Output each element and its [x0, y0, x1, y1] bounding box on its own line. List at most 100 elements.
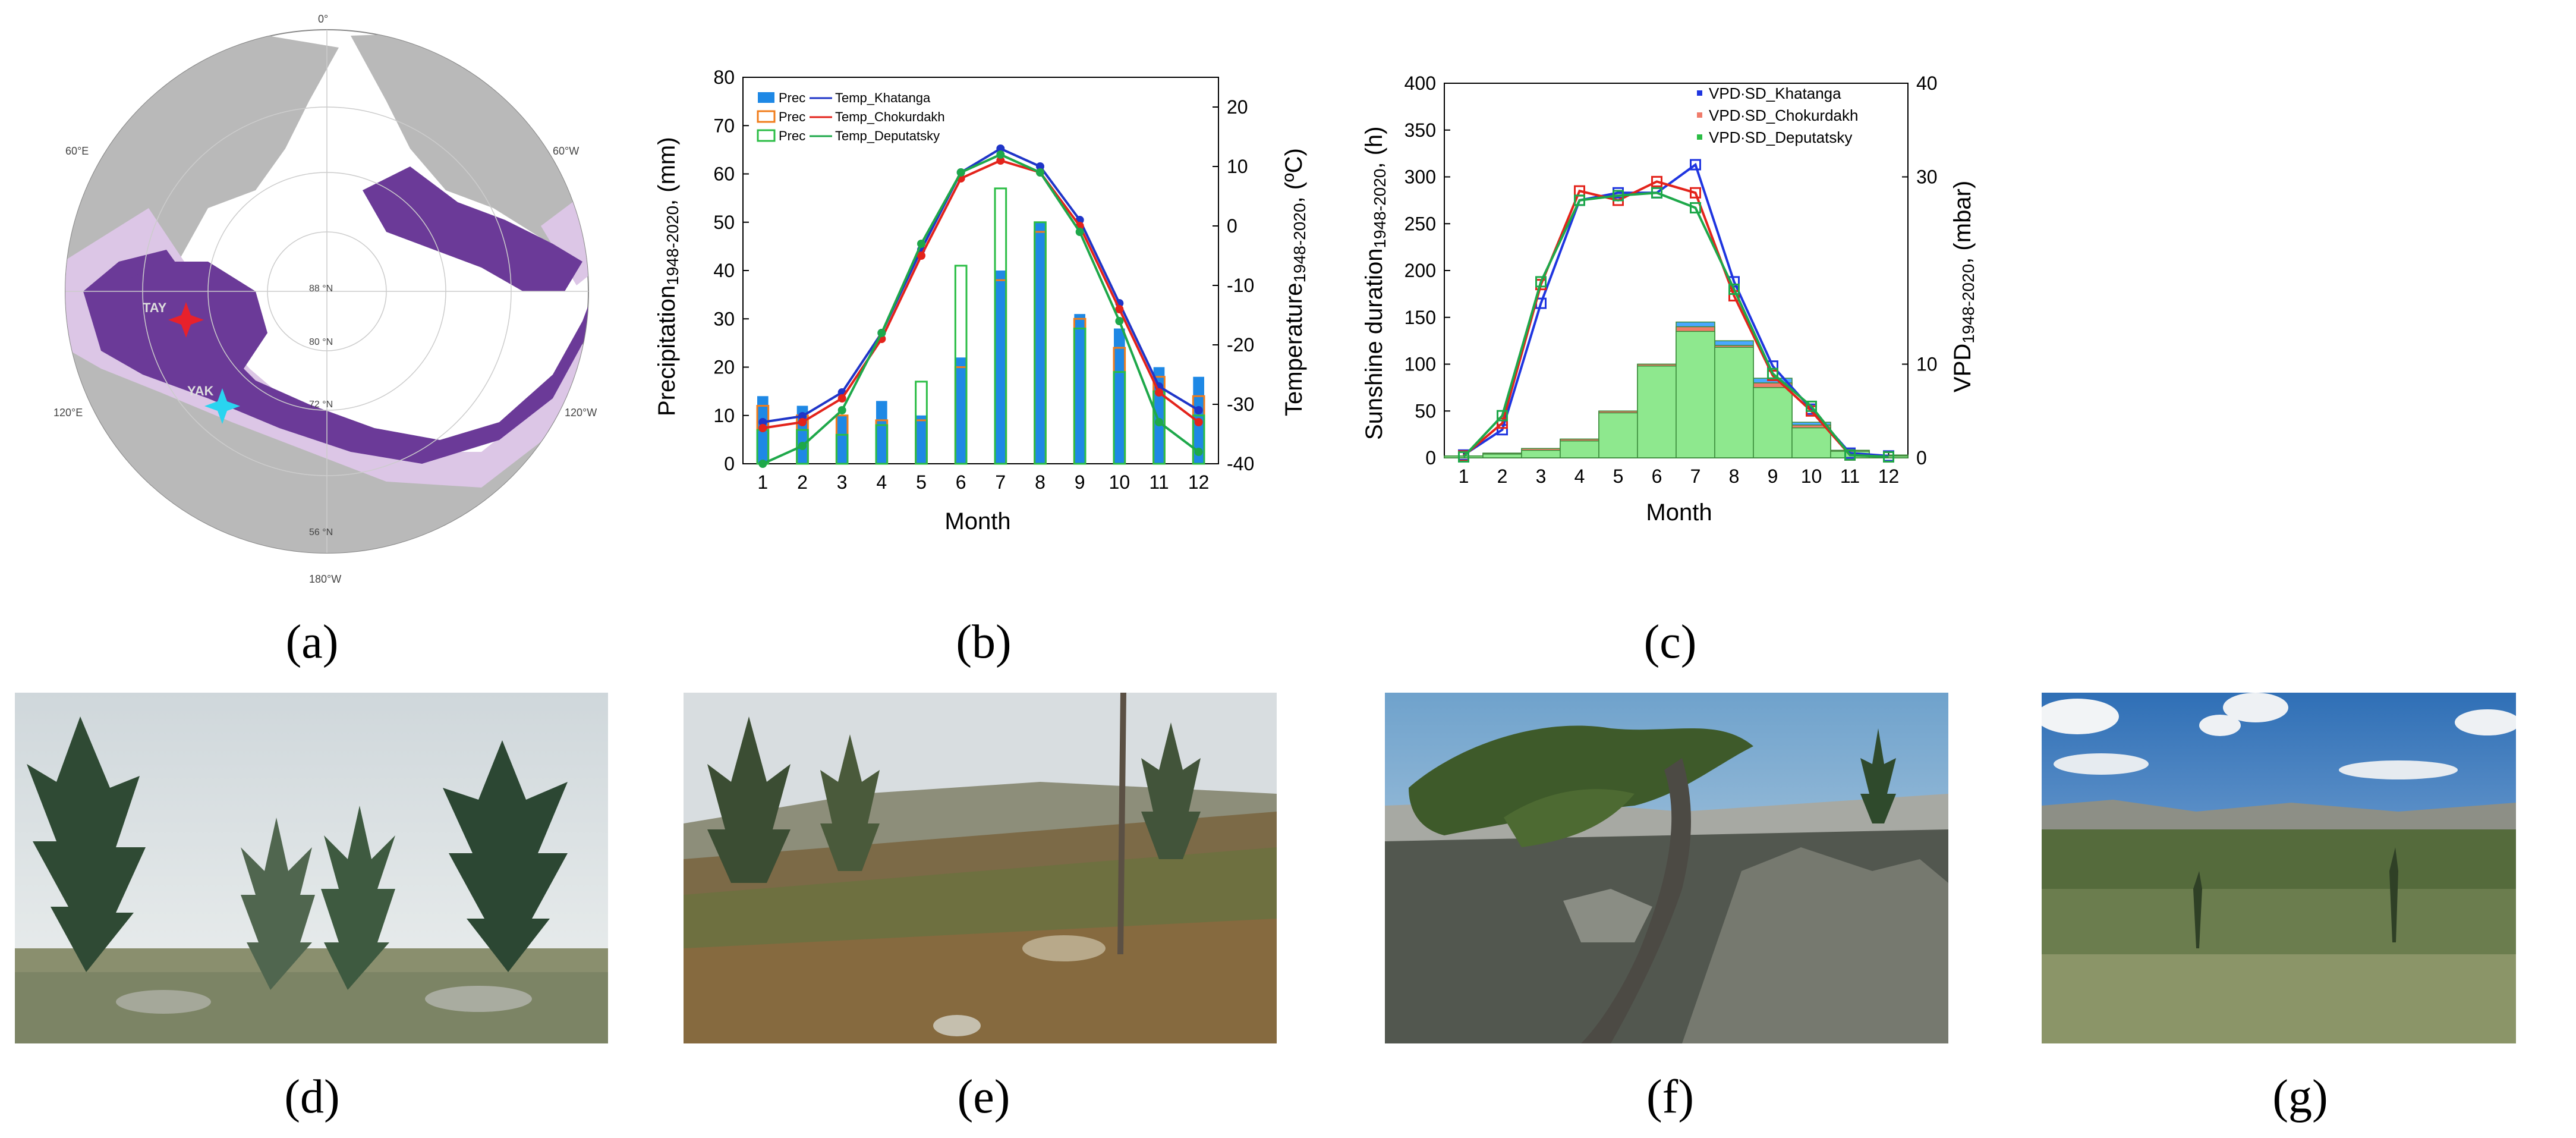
bar-vpd-deputatsky — [1714, 347, 1754, 458]
chart-b-ylabel-right: Temperature1948-2020, (ºC) — [1281, 148, 1308, 416]
chart-b-panel: 0 10 20 30 40 50 60 70 80 20 10 0 -10 -20 -30 -40 1 2 3 4 5 6… — [654, 59, 1309, 547]
site-star-icon — [168, 302, 204, 338]
data-point — [1194, 418, 1203, 426]
chart-c-panel: 0 50 100 150 200 250 300 350 400 0 10 30 40 1 2 3 4 5 6 7 8 9… — [1355, 59, 2009, 547]
data-point — [1690, 202, 1701, 213]
bar-prec — [1034, 222, 1046, 464]
lon-label-180w: 180°W — [309, 573, 341, 585]
line-vpd-sd-deputatsky — [1463, 191, 1889, 458]
svg-text:Temp_Deputatsky: Temp_Deputatsky — [835, 128, 940, 143]
right-tick-label: -30 — [1227, 394, 1254, 415]
panel-label-f: (f) — [1646, 1071, 1694, 1123]
data-point — [1115, 317, 1124, 325]
bar-prec — [1073, 328, 1087, 465]
x-tick-label: 8 — [1729, 466, 1740, 487]
x-tick-label: 12 — [1878, 466, 1900, 487]
bar-vpd-deputatsky — [1753, 387, 1793, 458]
chart-b-ylabel-left: Precipitation1948-2020, (mm) — [654, 137, 682, 416]
bar-vpd-deputatsky — [1637, 365, 1677, 458]
x-tick-label: 9 — [1075, 471, 1085, 493]
arctic-map: 88 °N 80 °N 72 °N 56 °N 0° 60°E 60°W 120… — [53, 13, 597, 585]
bar-prec — [915, 381, 928, 465]
data-point — [758, 460, 767, 468]
bar-vpd-deputatsky — [1791, 427, 1831, 458]
left-tick-label: 150 — [1404, 307, 1436, 328]
lon-label-120e: 120°E — [53, 407, 83, 419]
data-point — [1075, 228, 1084, 236]
x-tick-label: 12 — [1188, 471, 1210, 493]
photo-e — [684, 693, 1277, 1043]
data-point — [1115, 305, 1124, 313]
left-tick-label: 80 — [713, 67, 735, 88]
x-tick-label: 6 — [956, 471, 966, 493]
data-point — [1194, 448, 1203, 456]
lat-label-72: 72 °N — [309, 400, 333, 410]
left-tick-label: 50 — [713, 212, 735, 233]
left-tick-label: 200 — [1404, 260, 1436, 281]
chart-b-xlabel: Month — [944, 508, 1010, 535]
panel-label-e: (e) — [957, 1071, 1010, 1123]
svg-text:YAK: YAK — [187, 383, 214, 398]
data-point — [798, 412, 807, 420]
data-point — [1613, 190, 1624, 202]
line-temp-khatanga — [763, 147, 1199, 423]
photo-d — [15, 693, 608, 1043]
bar-prec — [835, 433, 849, 465]
x-tick-label: 2 — [797, 471, 808, 493]
line-temp-chokurdakh — [763, 159, 1199, 429]
x-tick-label: 1 — [1459, 466, 1469, 487]
right-tick-label: -20 — [1227, 334, 1254, 356]
forest-zone-light-na — [541, 190, 588, 285]
bar-prec — [1113, 371, 1126, 465]
data-point — [1497, 417, 1508, 429]
x-tick-label: 6 — [1652, 466, 1662, 487]
data-point — [1651, 175, 1662, 187]
data-point — [1194, 406, 1203, 414]
bar-prec — [1034, 221, 1047, 465]
data-point — [837, 406, 846, 414]
chart-b-legend: Prec Temp_Khatanga Prec Temp_Chokurdakh … — [757, 90, 945, 143]
data-point — [1535, 276, 1547, 288]
photo-f — [1385, 693, 1948, 1043]
bar-vpd-deputatsky — [1598, 412, 1638, 458]
data-point — [917, 240, 925, 248]
bar-vpd-deputatsky — [1521, 449, 1561, 458]
svg-text:TAY: TAY — [143, 300, 167, 315]
data-point — [1458, 451, 1469, 463]
data-point — [1497, 410, 1508, 422]
data-point — [1651, 187, 1662, 199]
left-tick-label: 40 — [713, 260, 735, 281]
x-tick-label: 8 — [1035, 471, 1045, 493]
bar-prec — [955, 357, 966, 464]
data-point — [1497, 424, 1508, 436]
svg-text:Temp_Chokurdakh: Temp_Chokurdakh — [835, 109, 945, 124]
photo-g — [2042, 693, 2516, 1043]
lon-label-60w: 60°W — [553, 145, 579, 157]
panel-label-a: (a) — [285, 616, 339, 668]
map-panel: 88 °N 80 °N 72 °N 56 °N 0° 60°E 60°W 120… — [30, 12, 624, 595]
data-point — [1155, 418, 1163, 426]
site-star-icon — [204, 388, 240, 424]
lat-label-56: 56 °N — [309, 527, 333, 537]
left-tick-label: 70 — [713, 115, 735, 136]
data-point — [1844, 449, 1856, 461]
lat-label-88: 88 °N — [309, 284, 333, 294]
data-point — [917, 252, 925, 260]
svg-text:Prec: Prec — [779, 128, 805, 143]
data-point — [798, 442, 807, 450]
bar-prec — [1074, 314, 1085, 464]
bar-prec — [954, 265, 968, 465]
right-tick-label: 0 — [1227, 215, 1237, 237]
left-tick-label: 60 — [713, 164, 735, 185]
data-point — [1690, 187, 1701, 199]
data-point — [758, 418, 767, 426]
svg-text:VPD∙SD_Deputatsky: VPD∙SD_Deputatsky — [1709, 128, 1852, 146]
svg-text:VPD∙SD_Chokurdakh: VPD∙SD_Chokurdakh — [1709, 106, 1858, 124]
data-point — [1036, 162, 1044, 171]
data-point — [996, 150, 1005, 159]
bar-prec — [836, 415, 848, 464]
land-eurasia — [65, 36, 588, 553]
left-tick-label: 250 — [1404, 213, 1436, 234]
